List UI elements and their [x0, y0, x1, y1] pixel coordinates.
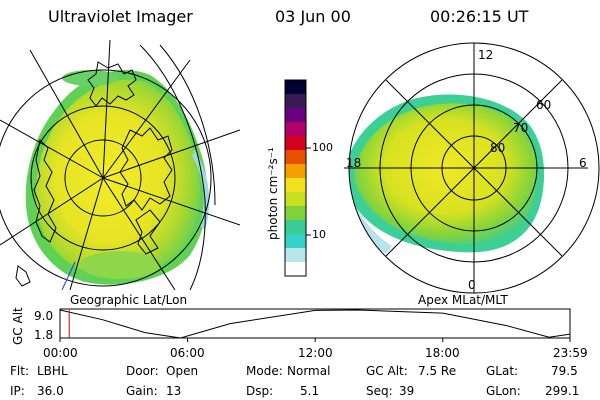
colorbar: 100 10 photon cm⁻²s⁻¹: [266, 79, 333, 277]
colorbar-swatch: [285, 262, 306, 277]
dsp-value: 5.1: [300, 384, 320, 398]
glon-value: 299.1: [545, 384, 580, 398]
glat-label: GLat:: [486, 364, 519, 378]
altitude-series-line: [59, 309, 571, 339]
glat-value: 79.5: [551, 364, 578, 378]
timeline-ylabel: GC Alt: [11, 307, 25, 345]
mlt-label-6: 6: [579, 156, 587, 170]
colorbar-swatch: [285, 136, 306, 151]
right-auroral-image: [349, 94, 545, 254]
timeline-ticks: [59, 338, 571, 342]
mlat-label-70: 70: [513, 121, 528, 135]
colorbar-swatch: [285, 234, 306, 249]
glon-label: GLon:: [486, 384, 521, 398]
geographic-caption: Geographic Lat/Lon: [70, 293, 187, 307]
geographic-grid: [0, 40, 240, 290]
door-label: Door:: [126, 364, 159, 378]
mode-value: Normal: [287, 364, 331, 378]
gcalt-label: GC Alt:: [366, 364, 408, 378]
timeline-ytick-max: 9.0: [34, 309, 53, 323]
timeline-xtick-1800: 18:00: [425, 346, 460, 360]
mlat-label-80: 80: [490, 141, 505, 155]
gain-label: Gain:: [126, 384, 158, 398]
colorbar-swatch: [285, 94, 306, 109]
ip-label: IP:: [10, 384, 25, 398]
colorbar-swatch: [285, 150, 306, 165]
colorbar-swatch: [285, 192, 306, 207]
colorbar-unit-label: photon cm⁻²s⁻¹: [266, 147, 280, 240]
magnetic-panel: 12 6 0 18 60 70 80: [344, 42, 600, 294]
colorbar-tick-10: 10: [312, 228, 326, 241]
mlt-label-12: 12: [478, 48, 493, 62]
colorbar-swatch: [285, 206, 306, 221]
timeline-xtick-0000: 00:00: [43, 346, 78, 360]
colorbar-swatch: [285, 108, 306, 123]
colorbar-tick-100: 100: [312, 141, 333, 154]
colorbar-swatches: [285, 80, 306, 277]
seq-value: 39: [399, 384, 415, 398]
flt-value: LBHL: [37, 364, 68, 378]
colorbar-swatch: [285, 164, 306, 179]
flt-label: Flt:: [10, 364, 29, 378]
mode-label: Mode:: [246, 364, 283, 378]
time-label: 00:26:15 UT: [430, 7, 529, 26]
dsp-label: Dsp:: [246, 384, 274, 398]
timeline-ytick-min: 1.8: [34, 328, 53, 342]
timeline-xtick-1200: 12:00: [298, 346, 333, 360]
timeline-xtick-2359: 23:59: [553, 346, 588, 360]
timeline-xtick-0600: 06:00: [170, 346, 205, 360]
polar-grid: [344, 42, 600, 294]
door-value: Open: [166, 364, 199, 378]
mlat-label-60: 60: [536, 98, 551, 112]
seq-label: Seq:: [366, 384, 393, 398]
geographic-panel: [0, 40, 240, 290]
left-auroral-image: [25, 70, 210, 285]
magnetic-caption: Apex MLat/MLT: [418, 293, 508, 307]
colorbar-swatch: [285, 220, 306, 235]
mlt-label-18: 18: [346, 156, 361, 170]
gcalt-value: 7.5 Re: [418, 364, 457, 378]
colorbar-swatch: [285, 122, 306, 137]
ip-value: 36.0: [37, 384, 64, 398]
date-label: 03 Jun 00: [275, 7, 351, 26]
gain-value: 13: [166, 384, 182, 398]
colorbar-swatch: [285, 248, 306, 263]
mlt-label-0: 0: [468, 278, 476, 292]
instrument-title: Ultraviolet Imager: [48, 7, 193, 26]
altitude-timeline: GC Alt 9.0 1.8 00:00 06:00 12:00 18:00 2…: [11, 307, 588, 360]
colorbar-swatch: [285, 80, 306, 95]
colorbar-swatch: [285, 178, 306, 193]
